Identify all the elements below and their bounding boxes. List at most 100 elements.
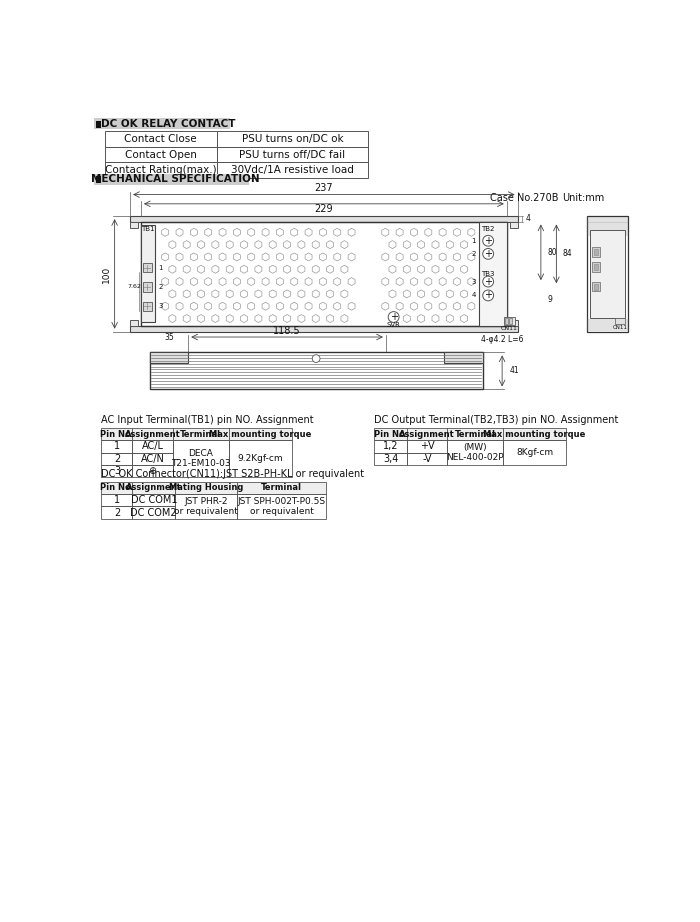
Text: AC/N: AC/N [141,454,164,464]
Bar [104,162,217,178]
Bar [407,428,447,440]
Bar [130,326,517,332]
Text: CN11: CN11 [500,326,517,331]
Bar [217,132,368,147]
Bar [96,176,101,183]
Text: 80: 80 [547,248,556,257]
Text: 7.62: 7.62 [128,284,141,289]
Bar [132,428,173,440]
Bar [503,440,566,465]
Text: MECHANICAL SPECIFICATION: MECHANICAL SPECIFICATION [91,174,260,184]
Text: SVR: SVR [386,322,400,327]
Text: 2: 2 [158,284,162,290]
Bar [407,453,447,465]
Bar [132,453,173,465]
Bar [374,453,407,465]
Bar [510,221,517,228]
Text: TB1: TB1 [141,226,155,232]
Bar [217,162,368,178]
Bar [130,320,138,326]
Text: 4: 4 [526,214,531,223]
Bar [592,282,600,291]
Text: 84: 84 [563,249,572,258]
Circle shape [483,277,493,287]
Bar [102,428,132,440]
Text: 3: 3 [471,278,476,285]
Text: 9: 9 [547,295,552,303]
Bar [591,230,624,318]
Bar [479,221,507,326]
Text: 118.5: 118.5 [273,325,301,336]
Bar [141,221,507,326]
Text: 1: 1 [158,265,162,271]
Text: DC OK RELAY CONTACT: DC OK RELAY CONTACT [101,119,235,129]
Bar [94,173,248,184]
Bar [96,121,101,127]
Text: 1,2: 1,2 [383,442,398,452]
Bar [102,465,132,478]
Text: Assignment: Assignment [126,483,181,492]
Bar [104,147,217,162]
Text: 8Kgf-cm: 8Kgf-cm [516,448,553,457]
Text: +: + [391,312,398,322]
Text: 3: 3 [114,466,120,476]
Text: 41: 41 [510,366,519,375]
Circle shape [389,312,399,323]
Bar [407,440,447,453]
Text: Max mounting torque: Max mounting torque [209,430,312,439]
Text: 2: 2 [114,454,120,464]
Text: +: + [484,249,492,259]
Bar [94,118,230,129]
Text: PSU turns off/DC fail: PSU turns off/DC fail [239,149,346,160]
Text: 2: 2 [471,251,476,257]
Bar [503,428,566,440]
Bar [173,428,228,440]
Bar [374,440,407,453]
Text: CN11: CN11 [612,325,627,330]
Text: JST PHR-2
or requivalent: JST PHR-2 or requivalent [174,497,238,516]
Bar [132,506,175,519]
Bar [594,283,598,290]
Bar [592,247,600,256]
Text: 1: 1 [114,495,120,505]
Circle shape [312,355,320,362]
Bar [143,301,152,311]
Text: 9.2Kgf-cm: 9.2Kgf-cm [237,455,283,463]
Bar [228,440,292,478]
Text: 30Vdc/1A resistive load: 30Vdc/1A resistive load [231,165,354,175]
Bar [594,249,598,255]
Text: 2: 2 [114,508,120,517]
Text: ⊕: ⊕ [148,466,157,476]
Circle shape [483,290,493,301]
Text: -V: -V [422,454,432,464]
Text: Pin No.: Pin No. [100,430,134,439]
Text: Assignment: Assignment [399,430,455,439]
Bar [130,216,517,221]
Bar [237,494,326,519]
Bar [594,264,598,270]
Bar [504,317,514,325]
Circle shape [483,248,493,259]
Bar [505,318,508,324]
Bar [175,482,237,494]
Text: 4: 4 [471,292,476,299]
Text: +V: +V [419,442,434,452]
Text: DC OK Connector(CN11):JST S2B-PH-KL or requivalent: DC OK Connector(CN11):JST S2B-PH-KL or r… [102,469,365,479]
Bar [175,494,237,519]
Text: 1: 1 [471,238,476,243]
Text: Terminal: Terminal [180,430,221,439]
Bar [102,506,132,519]
Bar [592,263,600,272]
Bar [509,318,512,324]
Bar [444,352,483,363]
Text: Mating Housing: Mating Housing [169,483,244,492]
Text: Contact Close: Contact Close [125,134,197,144]
Bar [228,428,292,440]
Bar [173,440,228,478]
Text: Pin No.: Pin No. [374,430,407,439]
Text: DC COM2: DC COM2 [130,508,177,517]
Bar [447,440,503,465]
Text: 3,4: 3,4 [383,454,398,464]
Bar [102,494,132,506]
Text: 1: 1 [114,442,120,452]
